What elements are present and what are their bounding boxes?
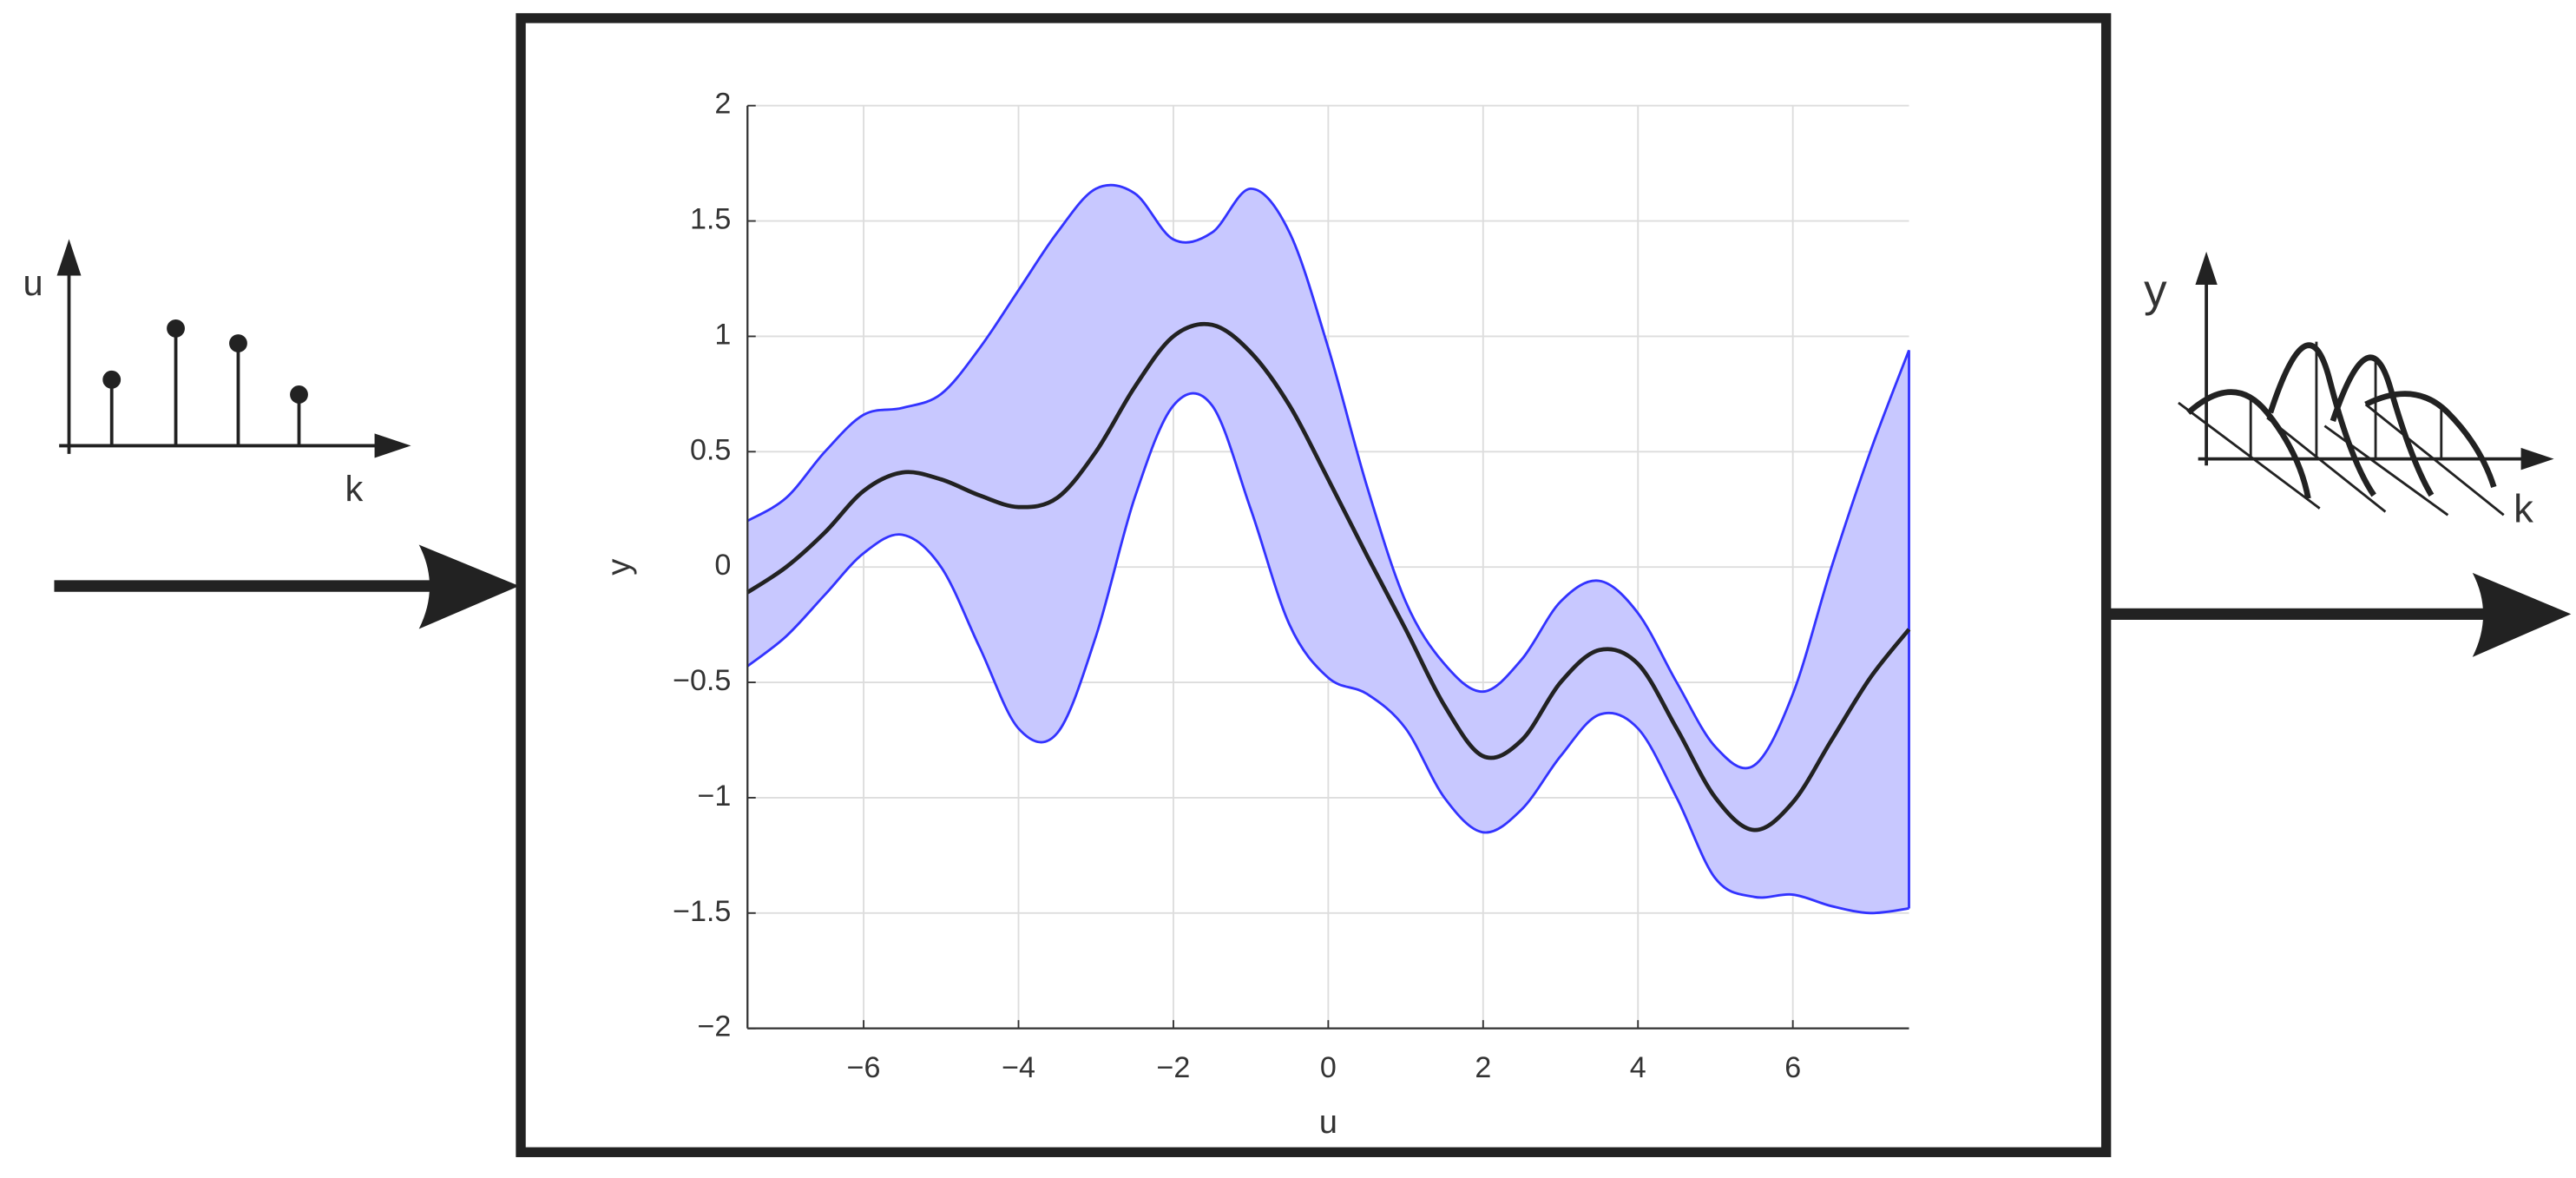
input-arrowhead: [418, 544, 520, 629]
input-y-label: u: [23, 262, 43, 303]
plot: −2 −1.5 −1 −0.5 0 0.5 1 1.5 2 −6 −4 −2 0 2 4 6 u y: [601, 88, 1911, 1141]
output-x-label: k: [2514, 486, 2533, 530]
input-icon: [56, 239, 411, 458]
band-edge: [746, 392, 1909, 915]
y-tick-label: −2: [697, 1010, 731, 1043]
y-tick-label: 1.5: [690, 203, 731, 236]
mean-line: [746, 321, 1911, 832]
y-tick-label: 0: [714, 549, 731, 582]
output-arrowhead: [2472, 572, 2572, 657]
y-axis-label: y: [601, 559, 638, 576]
output-icon: [2178, 251, 2554, 517]
x-tick-label: −6: [847, 1051, 881, 1084]
system-box: [516, 13, 2112, 1157]
x-tick-label: −2: [1157, 1051, 1191, 1084]
y-tick-label: 2: [714, 88, 731, 121]
x-axis-label: u: [1319, 1104, 1337, 1141]
confidence-band: [747, 185, 1909, 913]
y-tick-label: −1.5: [673, 895, 731, 928]
output-y-label: y: [2144, 265, 2167, 316]
input-x-label: k: [345, 469, 364, 510]
x-tick-label: −4: [1002, 1051, 1035, 1084]
band-edge: [746, 183, 1910, 770]
y-tick-label: 0.5: [690, 433, 731, 466]
y-tick-label: 1: [714, 318, 731, 351]
x-tick-label: 0: [1320, 1051, 1337, 1084]
y-tick-label: −0.5: [673, 664, 731, 697]
x-tick-label: 6: [1784, 1051, 1801, 1084]
x-tick-label: 4: [1630, 1051, 1646, 1084]
y-tick-label: −1: [697, 780, 731, 813]
x-tick-label: 2: [1475, 1051, 1491, 1084]
